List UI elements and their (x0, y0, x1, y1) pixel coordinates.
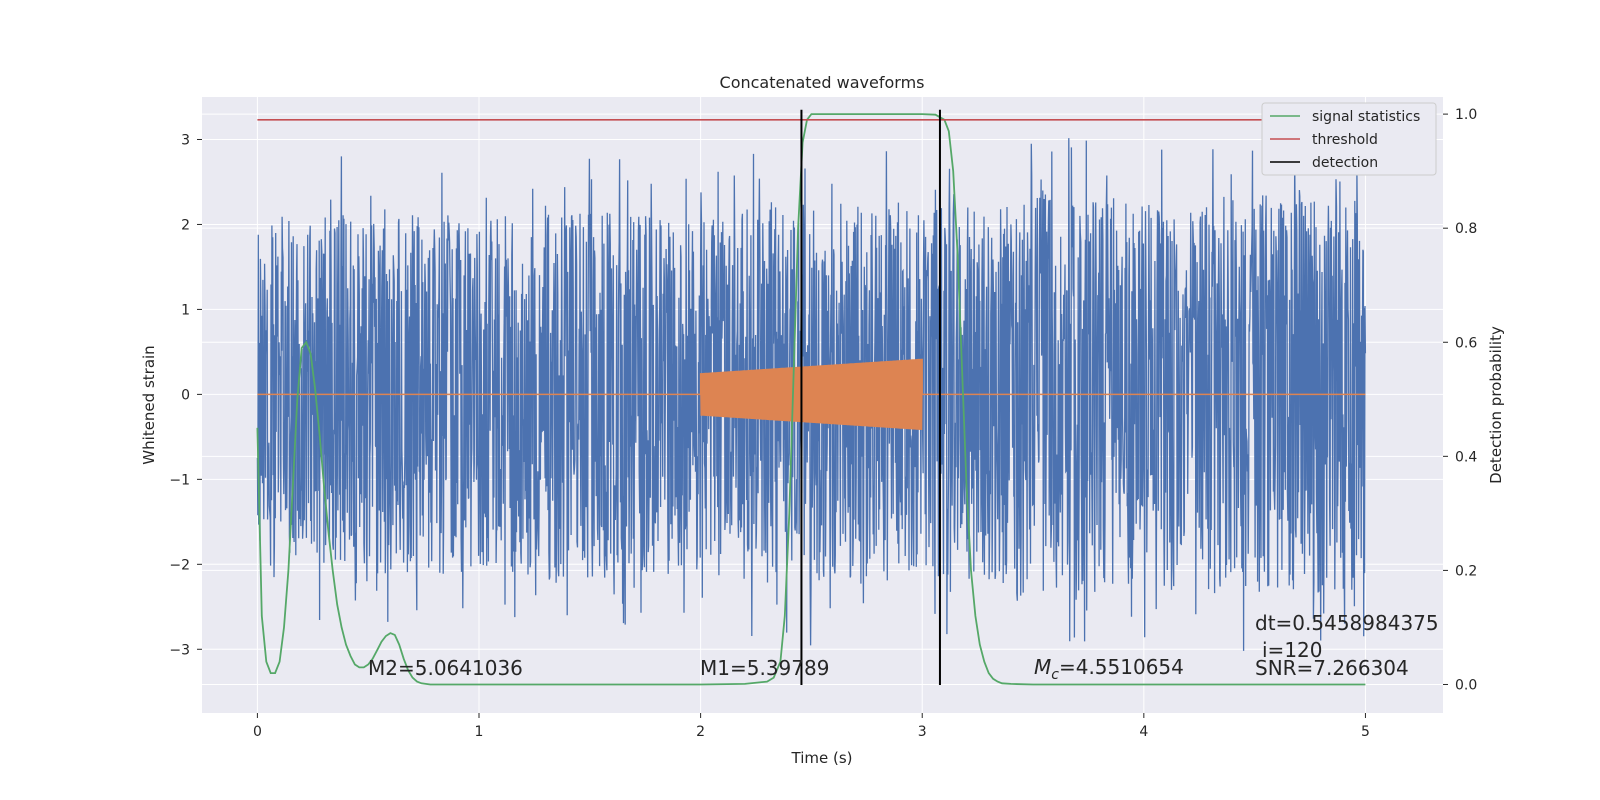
y-tick-label: 2 (181, 217, 190, 233)
annotation-m2: M2=5.0641036 (368, 656, 523, 680)
injected-waveform-series (257, 358, 1366, 431)
legend-label-threshold: threshold (1312, 132, 1378, 148)
y2-axis-ticks: 0.0 0.2 0.4 0.6 0.8 1.0 (1443, 107, 1477, 693)
strain-series (256, 138, 1367, 651)
annotation-i: i=120 (1262, 638, 1323, 662)
injected-line (257, 358, 1366, 431)
y-axis-label: Whitened strain (140, 345, 158, 464)
signal-statistics-line (256, 113, 1366, 686)
legend: signal statistics threshold detection (1261, 102, 1437, 176)
annotation-dt: dt=0.5458984375 (1255, 611, 1439, 635)
y-tick-label: 1 (181, 302, 190, 318)
annotation-mc-subscript: c (1051, 667, 1059, 683)
x-tick-label: 0 (253, 724, 262, 740)
x-tick-label: 5 (1361, 724, 1370, 740)
y2-tick-label: 0.4 (1455, 449, 1477, 465)
y2-tick-label: 0.8 (1455, 221, 1477, 237)
detection-series (800, 109, 941, 685)
y-tick-label: −3 (169, 642, 190, 658)
annotation-mc-symbol: M (1034, 655, 1051, 679)
y2-tick-label: 1.0 (1455, 107, 1477, 123)
y2-tick-label: 0.6 (1455, 335, 1477, 351)
strain-line (256, 138, 1367, 651)
y2-tick-label: 0.0 (1455, 677, 1477, 693)
legend-label-signal-statistics: signal statistics (1312, 109, 1420, 125)
x-axis-ticks: 0 1 2 3 4 5 (253, 713, 1370, 740)
x-tick-label: 1 (475, 724, 484, 740)
annotation-mc-value: =4.5510654 (1059, 655, 1184, 679)
y-tick-label: 3 (181, 132, 190, 148)
x-tick-label: 4 (1139, 724, 1148, 740)
legend-label-detection: detection (1312, 155, 1378, 171)
y-tick-label: −1 (169, 472, 190, 488)
legend-box (1261, 102, 1437, 176)
annotation-m1: M1=5.39789 (700, 656, 829, 680)
signal-statistics-series (256, 113, 1366, 686)
x-tick-label: 3 (918, 724, 927, 740)
y-tick-label: −2 (169, 557, 190, 573)
annotation-snr: SNR=7.266304 (1255, 656, 1409, 680)
y2-tick-label: 0.2 (1455, 563, 1477, 579)
x-tick-label: 2 (696, 724, 705, 740)
y-axis-ticks: −3 −2 −1 0 1 2 3 (169, 132, 202, 658)
chart-title: Concatenated waveforms (720, 73, 925, 92)
y-tick-label: 0 (181, 387, 190, 403)
annotation-mc: Mc=4.5510654 (1034, 655, 1184, 683)
y2-axis-label: Detection probability (1487, 326, 1505, 484)
x-axis-label: Time (s) (791, 749, 853, 767)
